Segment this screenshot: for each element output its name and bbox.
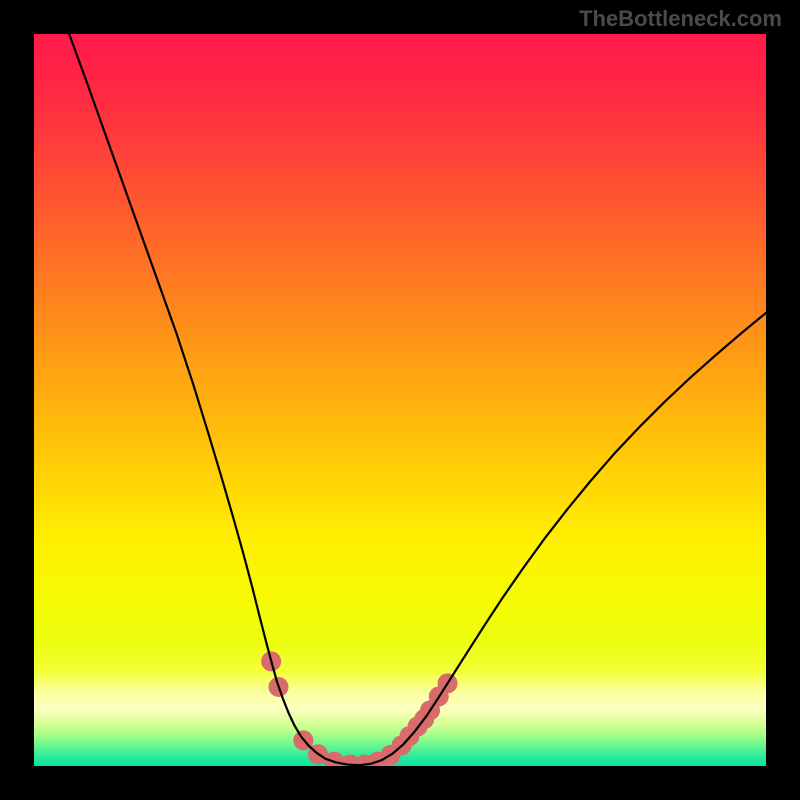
watermark-text: TheBottleneck.com [579, 6, 782, 32]
marker-group [261, 651, 457, 766]
plot-area [34, 34, 766, 766]
chart-svg [34, 34, 766, 766]
bottleneck-curve [69, 34, 766, 765]
